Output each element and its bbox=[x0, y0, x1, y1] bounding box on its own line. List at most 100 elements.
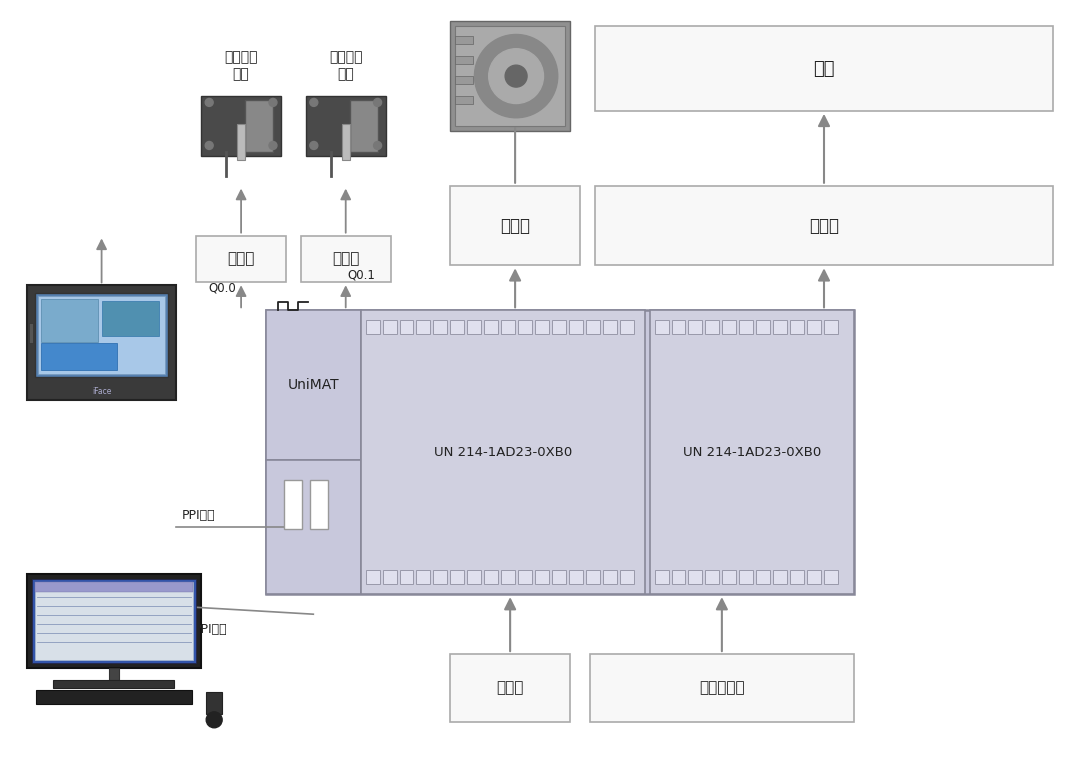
Bar bbox=[109, 668, 119, 680]
Bar bbox=[773, 570, 787, 584]
Bar bbox=[456, 56, 473, 64]
Text: Q0.1: Q0.1 bbox=[348, 269, 376, 282]
Bar bbox=[689, 320, 702, 334]
Bar bbox=[450, 21, 570, 131]
Bar bbox=[705, 570, 719, 584]
Circle shape bbox=[205, 142, 214, 150]
Bar bbox=[585, 570, 600, 584]
Bar bbox=[655, 570, 668, 584]
Bar bbox=[40, 299, 98, 342]
Bar bbox=[739, 320, 753, 334]
Bar bbox=[790, 320, 804, 334]
Bar bbox=[723, 570, 737, 584]
Bar bbox=[450, 654, 570, 722]
Bar bbox=[807, 570, 821, 584]
Bar bbox=[603, 320, 617, 334]
Bar bbox=[245, 100, 272, 152]
Bar bbox=[27, 285, 177, 400]
Bar bbox=[723, 320, 737, 334]
Bar bbox=[266, 310, 361, 460]
Bar bbox=[655, 320, 668, 334]
Bar bbox=[484, 570, 498, 584]
Bar bbox=[468, 570, 481, 584]
Bar bbox=[365, 570, 379, 584]
Bar bbox=[585, 320, 600, 334]
Circle shape bbox=[374, 142, 381, 150]
Bar bbox=[705, 320, 719, 334]
Bar bbox=[383, 570, 397, 584]
Bar bbox=[310, 480, 328, 530]
Bar bbox=[569, 570, 583, 584]
Bar bbox=[434, 320, 447, 334]
Text: PPI协议: PPI协议 bbox=[181, 509, 215, 522]
Bar bbox=[306, 96, 386, 156]
Bar bbox=[301, 235, 390, 282]
Text: 电磁阀: 电磁阀 bbox=[809, 217, 839, 234]
Bar bbox=[739, 570, 753, 584]
Bar bbox=[484, 320, 498, 334]
Bar bbox=[101, 301, 159, 337]
Circle shape bbox=[205, 98, 214, 107]
Circle shape bbox=[310, 142, 318, 150]
Text: 驱动器: 驱动器 bbox=[332, 252, 360, 266]
Bar bbox=[450, 320, 464, 334]
Bar bbox=[434, 570, 447, 584]
Bar bbox=[552, 570, 566, 584]
Bar bbox=[35, 294, 168, 377]
Circle shape bbox=[474, 34, 558, 118]
Bar bbox=[266, 460, 361, 594]
Bar bbox=[35, 583, 193, 592]
Bar bbox=[238, 124, 245, 160]
Circle shape bbox=[310, 98, 318, 107]
Bar bbox=[501, 570, 516, 584]
Bar bbox=[569, 320, 583, 334]
Text: UniMAT: UniMAT bbox=[288, 378, 339, 392]
Text: UN 214-1AD23-0XB0: UN 214-1AD23-0XB0 bbox=[682, 446, 821, 459]
Bar bbox=[35, 583, 193, 660]
Circle shape bbox=[374, 98, 381, 107]
Bar bbox=[756, 570, 771, 584]
Bar bbox=[620, 570, 633, 584]
Bar bbox=[595, 26, 1053, 111]
Bar bbox=[824, 570, 838, 584]
Bar bbox=[196, 235, 286, 282]
Text: 套管步进
电机: 套管步进 电机 bbox=[329, 50, 363, 81]
Bar bbox=[535, 570, 549, 584]
Bar bbox=[518, 570, 532, 584]
Bar bbox=[38, 296, 166, 374]
Bar bbox=[27, 574, 202, 668]
Bar bbox=[342, 124, 350, 160]
Circle shape bbox=[269, 98, 277, 107]
Bar bbox=[206, 692, 222, 714]
Bar bbox=[620, 320, 633, 334]
Bar bbox=[36, 690, 192, 704]
Bar bbox=[456, 37, 473, 44]
Bar bbox=[456, 26, 565, 126]
Bar bbox=[361, 310, 644, 594]
Bar bbox=[552, 320, 566, 334]
Text: 气缸: 气缸 bbox=[813, 60, 835, 78]
Text: 驱动器: 驱动器 bbox=[228, 252, 255, 266]
Bar bbox=[456, 96, 473, 104]
Circle shape bbox=[505, 65, 528, 87]
Bar bbox=[365, 320, 379, 334]
Bar bbox=[501, 320, 516, 334]
Bar bbox=[266, 310, 853, 594]
Bar bbox=[40, 343, 118, 370]
Circle shape bbox=[206, 712, 222, 728]
Text: 变频器: 变频器 bbox=[500, 217, 530, 234]
Bar bbox=[456, 76, 473, 84]
Bar bbox=[52, 680, 174, 688]
Bar bbox=[32, 580, 196, 663]
Circle shape bbox=[488, 49, 544, 104]
Bar bbox=[400, 320, 413, 334]
Bar bbox=[535, 320, 549, 334]
Bar bbox=[450, 185, 580, 266]
Text: 数字量输入: 数字量输入 bbox=[699, 680, 744, 696]
Bar bbox=[283, 480, 302, 530]
Text: UN 214-1AD23-0XB0: UN 214-1AD23-0XB0 bbox=[434, 446, 572, 459]
Bar bbox=[790, 570, 804, 584]
Bar bbox=[671, 320, 686, 334]
Bar bbox=[468, 320, 481, 334]
Bar bbox=[202, 96, 281, 156]
